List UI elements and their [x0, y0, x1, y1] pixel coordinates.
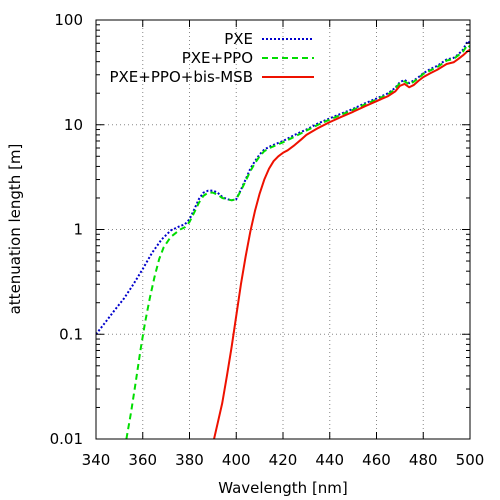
legend-label: PXE [224, 30, 253, 48]
y-tick-label: 1 [73, 221, 83, 239]
y-tick-label: 0.01 [50, 430, 83, 448]
x-tick-label: 480 [409, 451, 438, 469]
x-tick-label: 460 [362, 451, 391, 469]
x-axis-title: Wavelength [nm] [218, 479, 348, 497]
x-tick-label: 420 [269, 451, 298, 469]
y-tick-label: 10 [64, 116, 83, 134]
x-tick-label: 400 [222, 451, 251, 469]
y-tick-label: 100 [54, 11, 83, 29]
series-line-1 [96, 40, 470, 335]
x-tick-label: 440 [315, 451, 344, 469]
x-tick-label: 500 [456, 451, 485, 469]
series-line-2 [125, 43, 470, 439]
x-tick-label: 340 [82, 451, 111, 469]
legend-label: PXE+PPO [182, 49, 253, 67]
axis-tick-labels: 340 360 380 400 420 440 460 480 500 0.01 0.1 1 10 100 [50, 11, 485, 469]
plot-area [96, 40, 470, 439]
x-tick-label: 380 [175, 451, 204, 469]
y-axis-title: attenuation length [m] [6, 144, 24, 315]
legend-label: PXE+PPO+bis-MSB [109, 68, 253, 86]
series-line-3 [213, 48, 470, 439]
y-tick-label: 0.1 [59, 325, 83, 343]
axis-ticks [95, 19, 471, 440]
x-tick-label: 360 [128, 451, 157, 469]
